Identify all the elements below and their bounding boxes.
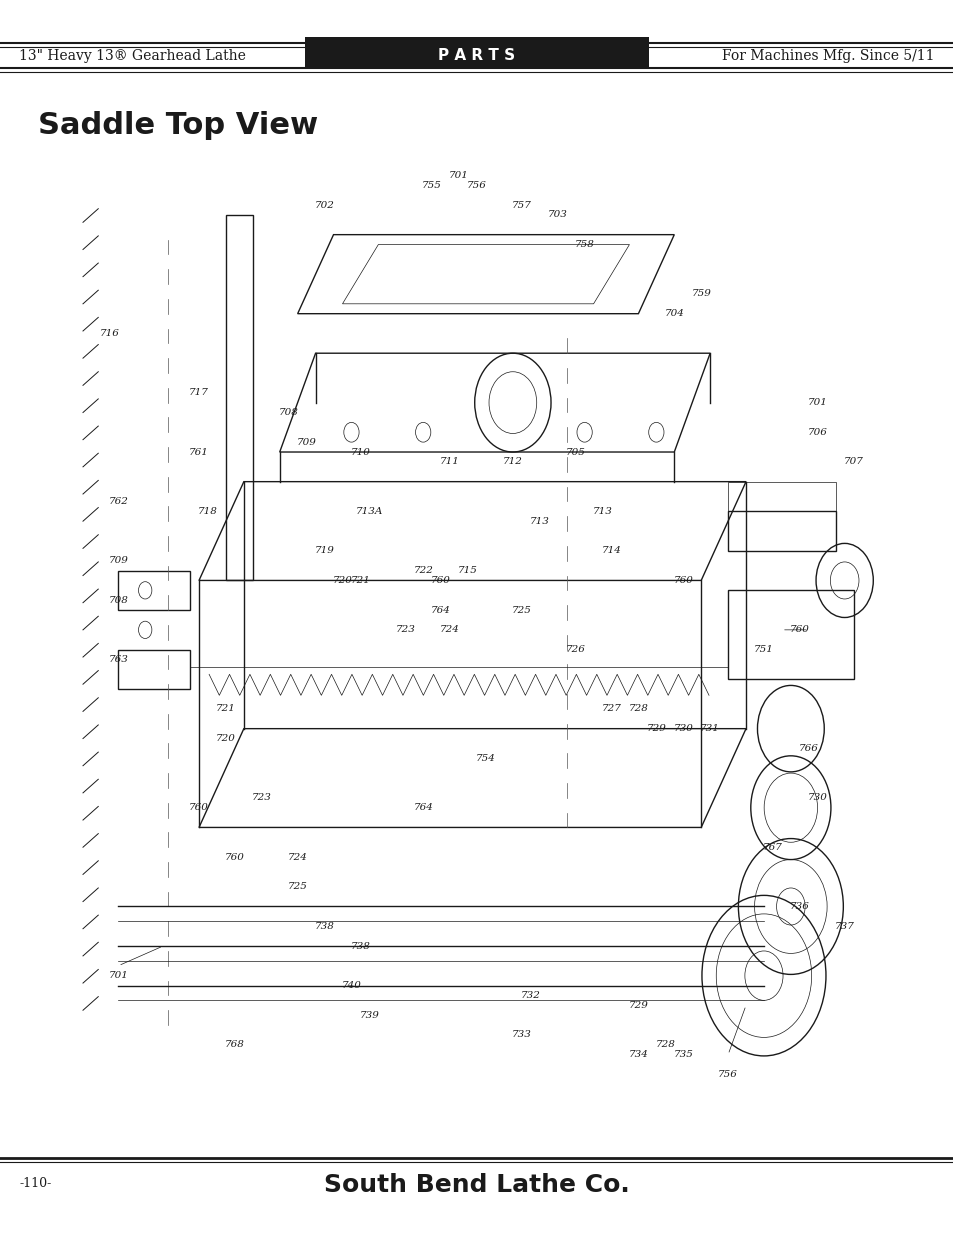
Text: 737: 737 <box>834 921 854 931</box>
Text: 734: 734 <box>628 1050 648 1060</box>
Text: 756: 756 <box>467 180 486 190</box>
Text: 713A: 713A <box>355 506 383 516</box>
Text: 723: 723 <box>252 793 272 803</box>
Text: 13" Heavy 13® Gearhead Lathe: 13" Heavy 13® Gearhead Lathe <box>19 48 246 63</box>
Text: 713: 713 <box>529 516 549 526</box>
Text: 766: 766 <box>798 743 818 753</box>
Text: 724: 724 <box>288 852 307 862</box>
Text: 710: 710 <box>350 447 370 457</box>
Text: 719: 719 <box>314 546 335 556</box>
Text: 736: 736 <box>789 902 809 911</box>
Text: 729: 729 <box>646 724 665 734</box>
Text: 768: 768 <box>225 1040 245 1050</box>
Text: 755: 755 <box>422 180 441 190</box>
Text: 709: 709 <box>109 556 128 566</box>
Text: 706: 706 <box>807 427 827 437</box>
Text: 761: 761 <box>189 447 209 457</box>
Text: 730: 730 <box>807 793 827 803</box>
Text: 726: 726 <box>565 645 585 655</box>
Text: 713: 713 <box>592 506 612 516</box>
Text: P A R T S: P A R T S <box>438 48 515 63</box>
Text: 758: 758 <box>574 240 594 249</box>
Text: 724: 724 <box>439 625 459 635</box>
Text: 712: 712 <box>502 457 522 467</box>
Text: 764: 764 <box>413 803 433 813</box>
Text: 757: 757 <box>512 200 531 210</box>
Text: 720: 720 <box>215 734 235 743</box>
Text: 716: 716 <box>99 329 119 338</box>
Text: 738: 738 <box>350 941 370 951</box>
Text: South Bend Lathe Co.: South Bend Lathe Co. <box>324 1173 629 1197</box>
Text: 720: 720 <box>333 576 352 585</box>
Text: 701: 701 <box>449 170 469 180</box>
Text: 715: 715 <box>457 566 477 576</box>
Text: 760: 760 <box>225 852 245 862</box>
Text: 760: 760 <box>431 576 451 585</box>
Text: 762: 762 <box>109 496 128 506</box>
Text: Saddle Top View: Saddle Top View <box>38 111 318 140</box>
Text: 727: 727 <box>601 704 620 714</box>
Text: 725: 725 <box>512 605 531 615</box>
Bar <box>226 215 253 580</box>
Text: 728: 728 <box>655 1040 675 1050</box>
Text: 729: 729 <box>628 1000 648 1010</box>
Text: 756: 756 <box>718 1070 738 1079</box>
Text: 739: 739 <box>359 1010 379 1020</box>
Text: 701: 701 <box>109 971 128 981</box>
Text: 733: 733 <box>512 1030 531 1040</box>
Bar <box>305 37 648 69</box>
Text: 763: 763 <box>109 655 128 664</box>
Text: 723: 723 <box>395 625 415 635</box>
Text: 705: 705 <box>565 447 585 457</box>
Text: 751: 751 <box>753 645 773 655</box>
Text: 738: 738 <box>314 921 335 931</box>
Text: 707: 707 <box>842 457 862 467</box>
Text: -110-: -110- <box>19 1177 51 1191</box>
Text: 722: 722 <box>413 566 433 576</box>
Text: 760: 760 <box>673 576 693 585</box>
Text: 721: 721 <box>350 576 370 585</box>
Text: 760: 760 <box>189 803 209 813</box>
Text: 708: 708 <box>109 595 128 605</box>
Text: 725: 725 <box>288 882 307 892</box>
Text: 717: 717 <box>189 388 209 398</box>
Text: 730: 730 <box>673 724 693 734</box>
Text: 714: 714 <box>601 546 620 556</box>
Text: For Machines Mfg. Since 5/11: For Machines Mfg. Since 5/11 <box>721 48 934 63</box>
Text: 721: 721 <box>215 704 235 714</box>
Text: 740: 740 <box>341 981 361 990</box>
Text: 718: 718 <box>198 506 217 516</box>
Text: 731: 731 <box>700 724 720 734</box>
Text: 760: 760 <box>789 625 809 635</box>
Text: 708: 708 <box>278 408 298 417</box>
Text: 711: 711 <box>439 457 459 467</box>
Text: 703: 703 <box>547 210 567 220</box>
Text: 767: 767 <box>762 842 782 852</box>
Text: 701: 701 <box>807 398 827 408</box>
Text: 728: 728 <box>628 704 648 714</box>
Text: 709: 709 <box>296 437 316 447</box>
Text: 759: 759 <box>691 289 710 299</box>
Text: 735: 735 <box>673 1050 693 1060</box>
Text: 754: 754 <box>476 753 496 763</box>
Text: 732: 732 <box>520 990 540 1000</box>
Text: 704: 704 <box>663 309 683 319</box>
Text: 764: 764 <box>431 605 451 615</box>
Text: 702: 702 <box>314 200 335 210</box>
